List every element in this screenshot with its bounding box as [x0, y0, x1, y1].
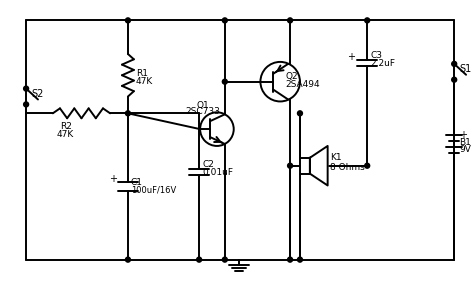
- Text: B1: B1: [459, 139, 471, 148]
- Text: 100uF/16V: 100uF/16V: [131, 186, 176, 195]
- Text: 8 Ohms: 8 Ohms: [329, 163, 365, 172]
- Text: 0.01uF: 0.01uF: [202, 168, 233, 177]
- Text: 2SC733: 2SC733: [186, 107, 220, 116]
- Circle shape: [288, 163, 292, 168]
- Text: C3: C3: [370, 51, 382, 60]
- Text: +: +: [109, 174, 117, 183]
- Circle shape: [365, 18, 370, 23]
- Text: S2: S2: [31, 89, 44, 99]
- Circle shape: [222, 18, 228, 23]
- Text: C1: C1: [131, 178, 143, 187]
- Circle shape: [126, 257, 130, 262]
- Circle shape: [222, 79, 228, 84]
- Text: 9V: 9V: [459, 145, 471, 154]
- Text: 2.2uF: 2.2uF: [370, 59, 395, 68]
- Text: 2SA494: 2SA494: [285, 80, 320, 89]
- Text: S1: S1: [459, 64, 471, 74]
- Circle shape: [288, 257, 292, 262]
- Bar: [300, 158, 310, 174]
- Circle shape: [298, 257, 302, 262]
- Circle shape: [126, 111, 130, 116]
- Text: C2: C2: [202, 160, 214, 169]
- Text: 47K: 47K: [57, 130, 74, 139]
- Text: +: +: [347, 52, 356, 62]
- Text: Q2: Q2: [285, 72, 298, 81]
- Circle shape: [24, 102, 28, 107]
- Circle shape: [197, 257, 201, 262]
- Circle shape: [222, 257, 228, 262]
- Circle shape: [365, 163, 370, 168]
- Text: R2: R2: [60, 122, 72, 131]
- Circle shape: [452, 77, 456, 82]
- Text: R1: R1: [136, 69, 148, 78]
- Circle shape: [452, 62, 456, 66]
- Text: +: +: [459, 130, 467, 140]
- Text: 47K: 47K: [136, 77, 153, 86]
- Circle shape: [288, 18, 292, 23]
- Circle shape: [126, 18, 130, 23]
- Text: K1: K1: [329, 153, 341, 162]
- Polygon shape: [310, 146, 328, 185]
- Circle shape: [298, 111, 302, 116]
- Text: Q1: Q1: [197, 101, 210, 110]
- Circle shape: [24, 86, 28, 91]
